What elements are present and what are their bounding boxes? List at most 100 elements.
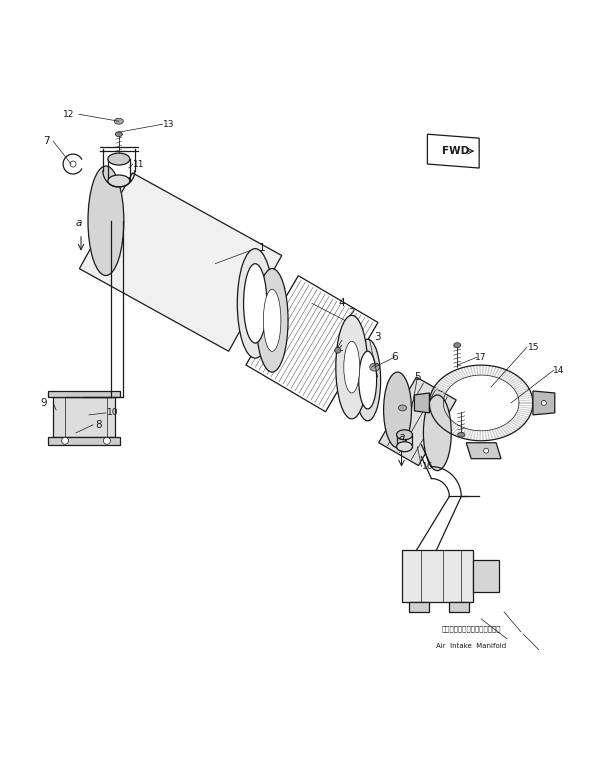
Polygon shape <box>517 392 531 396</box>
Polygon shape <box>401 550 473 602</box>
Polygon shape <box>479 431 481 441</box>
Polygon shape <box>463 429 469 439</box>
Polygon shape <box>460 368 467 377</box>
Ellipse shape <box>108 175 130 187</box>
Polygon shape <box>518 408 532 412</box>
Polygon shape <box>469 430 474 440</box>
Ellipse shape <box>88 166 124 276</box>
Polygon shape <box>438 381 450 388</box>
Polygon shape <box>432 412 446 416</box>
Text: 1: 1 <box>259 243 266 253</box>
Polygon shape <box>519 405 533 407</box>
Polygon shape <box>519 401 533 403</box>
Polygon shape <box>435 385 448 391</box>
Polygon shape <box>516 413 529 418</box>
Polygon shape <box>487 366 490 376</box>
Ellipse shape <box>396 430 413 439</box>
Text: 3: 3 <box>374 332 381 343</box>
Text: 11: 11 <box>133 160 145 168</box>
Polygon shape <box>449 373 459 381</box>
Ellipse shape <box>541 401 547 405</box>
Polygon shape <box>489 430 494 440</box>
Polygon shape <box>519 403 533 404</box>
Polygon shape <box>518 406 532 409</box>
Ellipse shape <box>237 249 273 358</box>
Text: FWD: FWD <box>443 146 469 156</box>
Text: 5: 5 <box>414 372 421 382</box>
Polygon shape <box>463 367 469 377</box>
Polygon shape <box>431 394 444 398</box>
Polygon shape <box>496 429 503 438</box>
Polygon shape <box>489 366 494 376</box>
Polygon shape <box>504 425 514 433</box>
Polygon shape <box>466 443 501 459</box>
Polygon shape <box>509 377 521 385</box>
Text: 13: 13 <box>163 119 175 129</box>
Polygon shape <box>515 415 528 420</box>
Polygon shape <box>434 388 447 392</box>
Text: 2: 2 <box>349 308 355 319</box>
Ellipse shape <box>398 405 407 411</box>
Polygon shape <box>518 394 532 398</box>
Polygon shape <box>457 369 465 378</box>
Polygon shape <box>498 369 506 378</box>
Ellipse shape <box>263 289 281 351</box>
Text: 9: 9 <box>40 398 47 408</box>
Polygon shape <box>506 423 517 432</box>
Ellipse shape <box>115 132 123 136</box>
Polygon shape <box>457 428 465 437</box>
Polygon shape <box>434 414 447 418</box>
Polygon shape <box>53 397 115 437</box>
Polygon shape <box>414 393 429 413</box>
Text: 14: 14 <box>553 366 565 374</box>
Polygon shape <box>431 391 445 395</box>
Polygon shape <box>451 371 460 380</box>
Polygon shape <box>429 401 443 402</box>
Ellipse shape <box>355 339 380 421</box>
Polygon shape <box>447 374 457 382</box>
Polygon shape <box>487 430 490 440</box>
Polygon shape <box>410 602 429 612</box>
Polygon shape <box>501 426 509 436</box>
Polygon shape <box>496 368 503 377</box>
Polygon shape <box>435 415 448 421</box>
Ellipse shape <box>457 432 465 437</box>
Text: 4: 4 <box>338 298 345 308</box>
Ellipse shape <box>423 395 451 470</box>
Polygon shape <box>444 376 455 384</box>
Polygon shape <box>516 388 529 393</box>
Text: a: a <box>76 218 82 228</box>
Polygon shape <box>494 367 500 377</box>
Polygon shape <box>431 410 445 414</box>
Polygon shape <box>518 397 532 399</box>
Ellipse shape <box>335 347 341 353</box>
Ellipse shape <box>256 269 288 372</box>
Polygon shape <box>517 390 530 394</box>
Text: 7: 7 <box>43 136 50 146</box>
Polygon shape <box>440 420 451 427</box>
Polygon shape <box>473 560 499 592</box>
Text: Air  Intake  Manifold: Air Intake Manifold <box>436 642 507 649</box>
Polygon shape <box>80 173 282 351</box>
Text: a: a <box>398 432 405 442</box>
Text: 17: 17 <box>475 353 487 362</box>
Polygon shape <box>454 427 463 436</box>
Text: 8: 8 <box>96 420 102 430</box>
Polygon shape <box>519 399 533 401</box>
Polygon shape <box>482 431 484 441</box>
Polygon shape <box>429 405 444 407</box>
Polygon shape <box>508 376 518 384</box>
Polygon shape <box>449 602 469 612</box>
Polygon shape <box>476 431 478 441</box>
Polygon shape <box>48 391 120 397</box>
Ellipse shape <box>344 341 360 393</box>
Polygon shape <box>430 396 444 399</box>
Polygon shape <box>472 430 476 440</box>
Polygon shape <box>509 421 521 428</box>
Polygon shape <box>494 429 500 439</box>
Polygon shape <box>437 383 449 389</box>
Ellipse shape <box>336 315 368 418</box>
Polygon shape <box>502 371 511 381</box>
Polygon shape <box>437 417 449 423</box>
Polygon shape <box>449 425 459 433</box>
